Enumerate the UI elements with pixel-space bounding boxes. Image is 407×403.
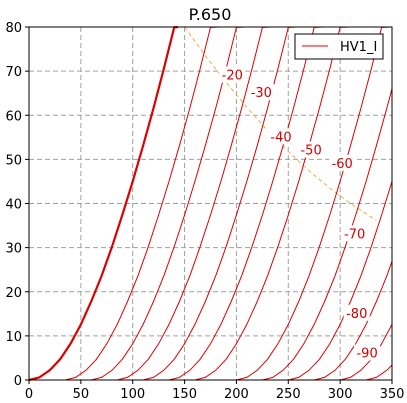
contour-label-bg	[248, 84, 275, 101]
contour-label-bg	[354, 344, 381, 361]
legend-entry-hv1-i: HV1_I	[340, 40, 377, 55]
contour-label-bg	[219, 66, 246, 83]
contour-label: -90	[356, 347, 377, 362]
boundary-line	[184, 26, 377, 221]
y-tick-label: 60	[5, 109, 22, 124]
axis-ticks: 0 50 100 150 200 250 300 350 0 10 20 30 40 50 60 70 80	[5, 21, 404, 402]
contour-line-unlabeledm0	[65, 26, 220, 381]
contour-line-unlabeledm11	[365, 364, 393, 381]
y-tick-label: 30	[5, 242, 22, 257]
x-tick-label: 0	[25, 387, 33, 402]
y-tick-label: 40	[5, 198, 22, 213]
contour-labels: -20 -30 -40 -50 -60 -70 -80 -90	[219, 66, 381, 362]
contour-line-m70	[236, 26, 391, 381]
contour-label-bg	[343, 304, 370, 321]
y-tick-label: 80	[5, 21, 22, 36]
x-tick-label: 100	[120, 387, 145, 402]
contour-line-m50	[168, 26, 324, 381]
y-tick-label: 50	[5, 153, 22, 168]
series-line-hv1-i	[28, 25, 179, 382]
contour-label: -20	[222, 69, 243, 84]
contour-line-m60	[194, 26, 350, 381]
y-tick-label: 0	[14, 374, 22, 389]
contour-label: -40	[270, 130, 291, 145]
x-tick-label: 300	[328, 387, 353, 402]
plot-area	[28, 25, 393, 382]
x-tick-label: 150	[172, 387, 197, 402]
contour-label: -50	[300, 144, 321, 159]
contour-label: -70	[344, 227, 365, 242]
x-tick-label: 350	[380, 387, 405, 402]
x-tick-label: 50	[73, 387, 90, 402]
legend: HV1_I	[294, 33, 384, 60]
x-tick-label: 200	[224, 387, 249, 402]
contour-label-bg	[298, 141, 325, 158]
y-tick-label: 20	[5, 286, 22, 301]
chart-title: P.650	[189, 5, 232, 24]
y-tick-label: 10	[5, 330, 22, 345]
contour-label-bg	[341, 225, 368, 242]
contour-label: -80	[346, 307, 367, 322]
contour-line-m90	[339, 324, 393, 381]
contour-line-m20	[91, 26, 246, 381]
contour-label-bg	[329, 154, 356, 171]
contour-label: -60	[332, 157, 353, 172]
x-tick-label: 250	[276, 387, 301, 402]
y-tick-label: 70	[5, 65, 22, 80]
contour-line-unlabeledm7	[262, 88, 393, 381]
contour-line-unlabeledm8	[288, 181, 393, 381]
contour-line-m80	[314, 261, 393, 381]
contour-label: -30	[251, 86, 272, 101]
contour-label-bg	[268, 128, 295, 145]
contour-line-m30	[117, 26, 272, 381]
grid	[29, 27, 392, 380]
